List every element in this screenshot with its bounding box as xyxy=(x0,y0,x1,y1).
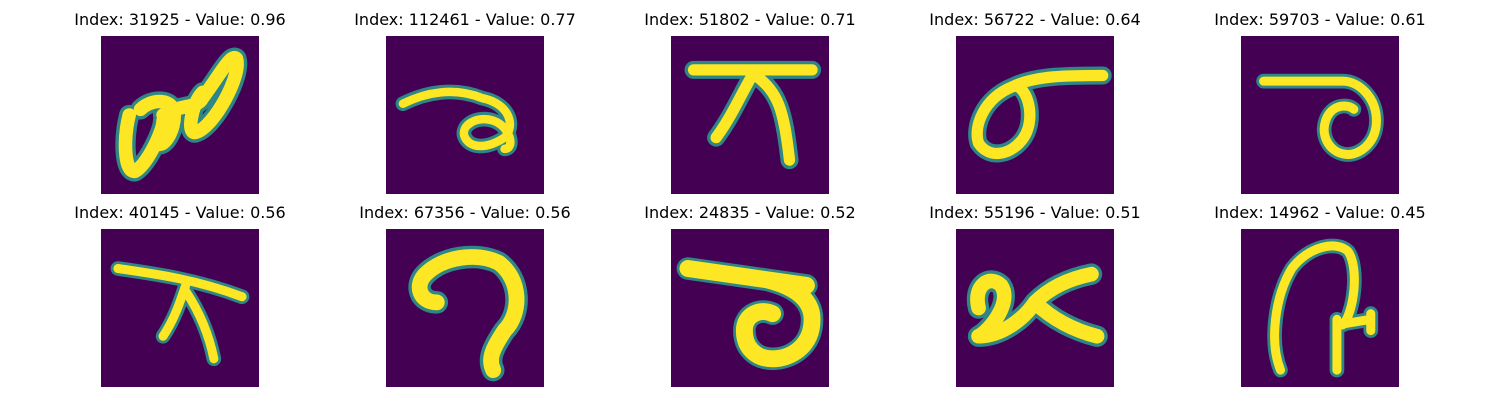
panel-title: Index: 31925 - Value: 0.96 xyxy=(74,10,286,29)
image-panel-9: Index: 55196 - Value: 0.51 xyxy=(915,203,1155,387)
glyph-image xyxy=(671,36,829,194)
panel-title: Index: 14962 - Value: 0.45 xyxy=(1214,203,1426,222)
image-panel-6: Index: 40145 - Value: 0.56 xyxy=(60,203,300,387)
image-panel-4: Index: 56722 - Value: 0.64 xyxy=(915,10,1155,194)
glyph-image xyxy=(1241,36,1399,194)
panel-title: Index: 67356 - Value: 0.56 xyxy=(359,203,571,222)
panel-title: Index: 40145 - Value: 0.56 xyxy=(74,203,286,222)
glyph-image xyxy=(671,229,829,387)
glyph-image xyxy=(386,229,544,387)
panel-title: Index: 55196 - Value: 0.51 xyxy=(929,203,1141,222)
image-panel-1: Index: 31925 - Value: 0.96 xyxy=(60,10,300,194)
panel-title: Index: 24835 - Value: 0.52 xyxy=(644,203,856,222)
image-panel-7: Index: 67356 - Value: 0.56 xyxy=(345,203,585,387)
glyph-image xyxy=(386,36,544,194)
panel-title: Index: 112461 - Value: 0.77 xyxy=(354,10,576,29)
panel-title: Index: 56722 - Value: 0.64 xyxy=(929,10,1141,29)
image-panel-3: Index: 51802 - Value: 0.71 xyxy=(630,10,870,194)
glyph-image xyxy=(101,229,259,387)
glyph-image xyxy=(101,36,259,194)
glyph-image xyxy=(956,229,1114,387)
panel-title: Index: 51802 - Value: 0.71 xyxy=(644,10,856,29)
glyph-image xyxy=(1241,229,1399,387)
panel-title: Index: 59703 - Value: 0.61 xyxy=(1214,10,1426,29)
image-panel-8: Index: 24835 - Value: 0.52 xyxy=(630,203,870,387)
image-panel-2: Index: 112461 - Value: 0.77 xyxy=(345,10,585,194)
image-panel-5: Index: 59703 - Value: 0.61 xyxy=(1200,10,1440,194)
glyph-image xyxy=(956,36,1114,194)
image-panel-10: Index: 14962 - Value: 0.45 xyxy=(1200,203,1440,387)
